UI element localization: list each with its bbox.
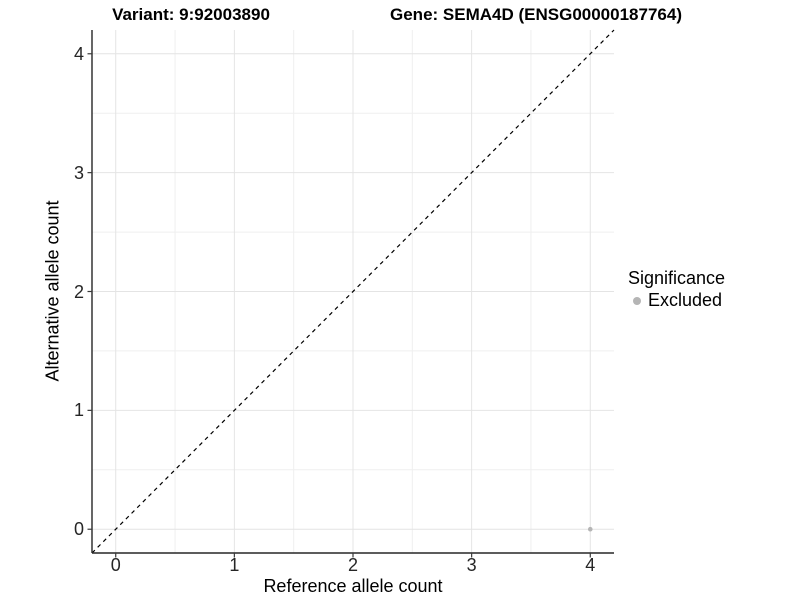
y-tick-label: 3 <box>73 162 84 183</box>
x-axis-title: Reference allele count <box>263 576 443 596</box>
y-tick-label: 1 <box>73 400 84 421</box>
x-tick-label: 3 <box>466 555 477 575</box>
legend: Significance Excluded <box>628 268 725 310</box>
x-tick-label: 4 <box>585 555 596 575</box>
y-tick-label: 4 <box>73 43 84 64</box>
legend-items: Excluded <box>628 291 725 310</box>
legend-item-label: Excluded <box>648 290 723 310</box>
x-tick-label: 1 <box>229 555 240 575</box>
x-tick-label: 2 <box>347 555 359 575</box>
y-axis-title: Alternative allele count <box>42 200 63 382</box>
legend-title: Significance <box>628 268 726 288</box>
y-tick-label: 2 <box>73 281 84 302</box>
data-point <box>587 526 593 532</box>
legend-key <box>628 292 645 309</box>
x-tick-label: 0 <box>110 555 121 575</box>
identity-reference-line <box>91 29 615 554</box>
plot-title-gene: Gene: SEMA4D (ENSG00000187764) <box>390 5 682 24</box>
plot-title-variant: Variant: 9:92003890 <box>112 5 270 24</box>
legend-item: Excluded <box>628 291 725 310</box>
legend-point-icon <box>632 296 641 305</box>
y-tick-label: 0 <box>73 519 84 540</box>
